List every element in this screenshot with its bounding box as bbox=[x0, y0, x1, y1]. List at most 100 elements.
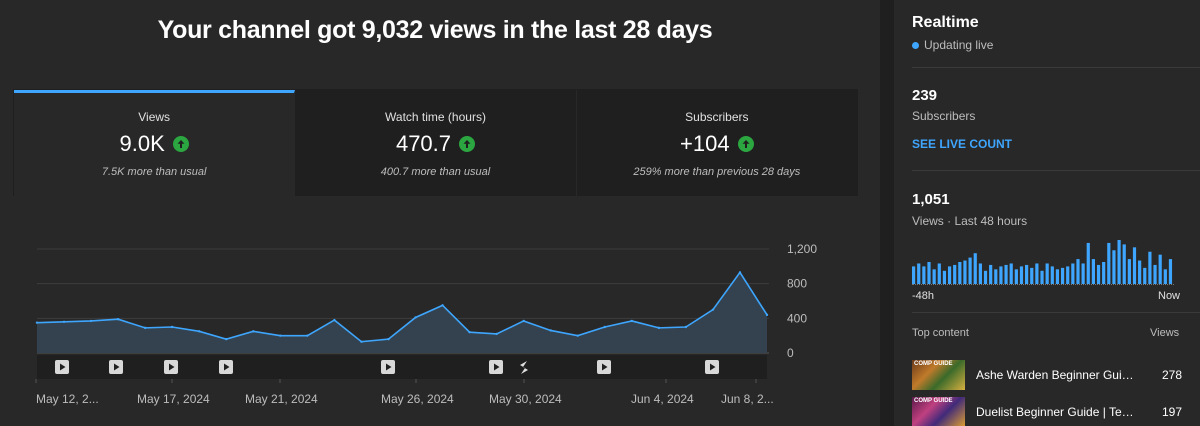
data-point bbox=[170, 325, 174, 329]
realtime-bar bbox=[1055, 269, 1060, 284]
card-value: 9.0K bbox=[119, 131, 165, 156]
see-live-count-link[interactable]: SEE LIVE COUNT bbox=[912, 137, 1013, 151]
data-point bbox=[441, 304, 444, 307]
shorts-icon bbox=[520, 361, 528, 374]
views-area bbox=[37, 272, 767, 353]
realtime-bar bbox=[947, 266, 952, 284]
play-icon-triangle bbox=[710, 363, 716, 371]
card-label: Subscribers bbox=[685, 110, 749, 124]
card-value: 470.7 bbox=[395, 131, 452, 156]
card-note: 400.7 more than usual bbox=[380, 166, 491, 178]
realtime-bar bbox=[1158, 254, 1162, 284]
data-point bbox=[630, 319, 634, 323]
y-tick-label: 0 bbox=[787, 346, 794, 360]
arrow-up-icon bbox=[459, 136, 476, 152]
realtime-bar bbox=[1004, 264, 1008, 284]
live-dot-icon bbox=[912, 41, 919, 49]
realtime-title: Realtime bbox=[912, 14, 979, 31]
realtime-bar bbox=[1143, 267, 1147, 284]
realtime-bar bbox=[1009, 263, 1013, 284]
realtime-bar bbox=[1045, 263, 1049, 284]
card-label: Views bbox=[138, 110, 171, 124]
data-point bbox=[576, 334, 579, 337]
live-status: Updating live bbox=[912, 38, 993, 52]
data-point bbox=[360, 340, 363, 343]
realtime-bar bbox=[983, 270, 988, 284]
realtime-bar bbox=[1132, 247, 1137, 284]
data-point bbox=[333, 318, 336, 322]
data-point bbox=[116, 318, 120, 321]
data-point bbox=[603, 325, 606, 329]
video-title: Ashe Warden Beginner Guide | Te... bbox=[976, 368, 1136, 382]
realtime-bar bbox=[1163, 269, 1167, 284]
realtime-bar bbox=[1127, 259, 1131, 284]
y-tick-label: 1,200 bbox=[787, 242, 817, 256]
data-point bbox=[711, 308, 715, 311]
watch-time-card[interactable]: Watch time (hours) 470.7 400.7 more than… bbox=[295, 90, 577, 196]
realtime-bar bbox=[1138, 260, 1142, 284]
card-note: 7.5K more than usual bbox=[101, 166, 207, 178]
y-tick-label: 400 bbox=[787, 311, 807, 325]
data-point bbox=[89, 319, 93, 323]
play-icon-triangle bbox=[60, 363, 66, 371]
top-content-item[interactable]: COMP GUIDE Duelist Beginner Guide | Team… bbox=[912, 397, 1182, 426]
live-status-text: Updating live bbox=[924, 38, 994, 52]
data-point bbox=[143, 326, 147, 330]
views-period-label: Views · Last 48 hours bbox=[912, 214, 1028, 228]
data-point bbox=[62, 320, 66, 323]
top-views-label: Views bbox=[1150, 327, 1180, 339]
video-views: 197 bbox=[1161, 405, 1182, 419]
top-content-item[interactable]: COMP GUIDE Ashe Warden Beginner Guide | … bbox=[912, 360, 1182, 390]
realtime-bar bbox=[968, 257, 972, 284]
play-icon-triangle bbox=[494, 363, 500, 371]
realtime-bar bbox=[1019, 266, 1024, 284]
separator bbox=[912, 67, 1200, 68]
views-count: 1,051 bbox=[912, 191, 950, 208]
views-chart-svg: 1,200 800 400 0 May 12, 2... May 17, 2024 May … bbox=[35, 242, 817, 406]
realtime-bar bbox=[978, 263, 982, 284]
realtime-bar bbox=[1076, 259, 1080, 284]
realtime-bar bbox=[932, 269, 936, 284]
y-tick-label: 800 bbox=[787, 277, 807, 291]
realtime-bar bbox=[1091, 259, 1095, 284]
realtime-bar bbox=[989, 264, 993, 284]
subscribers-card[interactable]: Subscribers +104 259% more than previous… bbox=[576, 90, 857, 196]
data-point bbox=[279, 334, 282, 337]
marker-strip bbox=[37, 355, 767, 379]
views-line bbox=[36, 270, 768, 343]
data-point bbox=[252, 330, 255, 333]
realtime-bar bbox=[958, 262, 962, 284]
realtime-bar bbox=[1040, 270, 1044, 284]
realtime-bar bbox=[1117, 240, 1121, 284]
mini-chart-baseline bbox=[912, 284, 1174, 285]
realtime-bar bbox=[1102, 262, 1106, 284]
axis-end-label: Now bbox=[1158, 290, 1181, 302]
top-content-label: Top content bbox=[912, 327, 969, 339]
views-card[interactable]: Views 9.0K 7.5K more than usual bbox=[14, 90, 296, 196]
data-point bbox=[387, 337, 390, 341]
realtime-bar bbox=[1081, 263, 1085, 284]
play-icon-triangle bbox=[169, 363, 175, 371]
play-icon-triangle bbox=[602, 363, 608, 371]
data-point bbox=[765, 313, 769, 317]
card-note: 259% more than previous 28 days bbox=[633, 166, 801, 178]
realtime-bar bbox=[917, 263, 921, 284]
video-title: Duelist Beginner Guide | Team Co... bbox=[976, 405, 1136, 419]
play-icon-triangle bbox=[114, 363, 120, 371]
realtime-bar bbox=[1112, 250, 1116, 284]
realtime-bar bbox=[1071, 263, 1075, 284]
thumbnail-text: COMP GUIDE bbox=[914, 398, 953, 404]
data-point bbox=[495, 332, 498, 336]
metric-cards: Views 9.0K 7.5K more than usual Watch ti… bbox=[13, 89, 858, 196]
data-point bbox=[549, 329, 552, 332]
subscribers-count: 239 bbox=[912, 87, 938, 104]
x-tick-label: Jun 4, 2024 bbox=[631, 392, 694, 406]
realtime-views-chart bbox=[912, 240, 1173, 284]
realtime-bar bbox=[1035, 263, 1039, 284]
realtime-bar bbox=[994, 269, 998, 284]
video-views: 278 bbox=[1161, 368, 1182, 382]
x-tick-label: Jun 8, 2... bbox=[721, 392, 774, 406]
page-title: Your channel got 9,032 views in the last… bbox=[157, 16, 713, 44]
x-tick-label: May 12, 2... bbox=[36, 392, 99, 406]
realtime-bar bbox=[1168, 259, 1173, 284]
